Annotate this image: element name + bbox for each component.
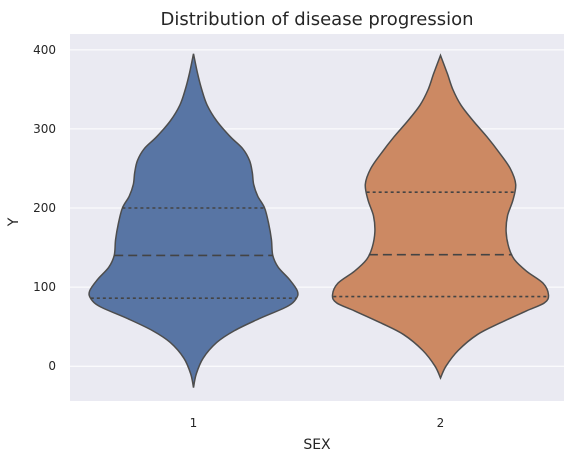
x-axis-label: SEX <box>303 437 331 453</box>
violin-1 <box>88 53 299 388</box>
x-tick-label: 1 <box>190 416 198 430</box>
chart-title: Distribution of disease progression <box>160 9 473 30</box>
y-tick-label: 0 <box>48 359 56 373</box>
y-axis-label: Y <box>6 217 22 227</box>
violins <box>88 53 550 388</box>
y-tick-label: 100 <box>33 280 56 294</box>
y-tick-label: 300 <box>33 122 56 136</box>
x-tick-label: 2 <box>437 416 445 430</box>
y-tick-label: 200 <box>33 201 56 215</box>
y-axis-ticks: 0 100 200 300 400 <box>33 43 56 373</box>
y-tick-label: 400 <box>33 43 56 57</box>
violin-2 <box>331 53 550 380</box>
